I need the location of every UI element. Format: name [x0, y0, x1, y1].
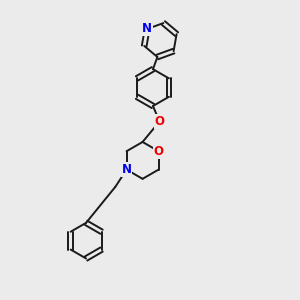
Text: O: O [154, 145, 164, 158]
Text: N: N [142, 22, 152, 35]
Text: O: O [154, 115, 164, 128]
Text: N: N [122, 163, 132, 176]
